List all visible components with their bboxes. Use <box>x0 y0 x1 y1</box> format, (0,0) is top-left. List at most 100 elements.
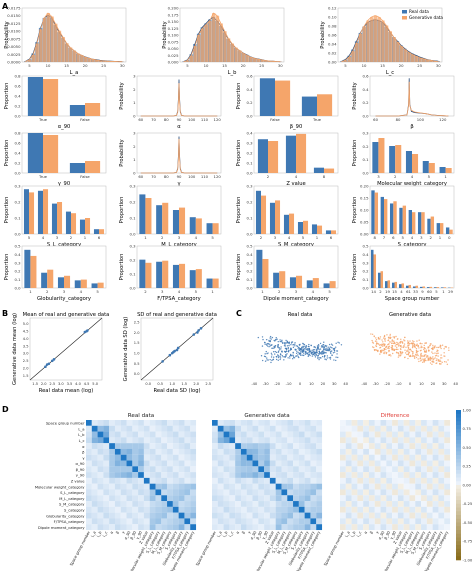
heatmap-cell <box>103 437 110 444</box>
heatmap-cell <box>345 495 352 502</box>
heatmap-cell <box>167 437 173 444</box>
cluster-point <box>411 342 414 345</box>
heatmap-cell <box>109 431 115 438</box>
cluster-point <box>297 354 299 356</box>
heatmap-cell <box>246 420 253 426</box>
heatmap-cell <box>310 512 317 519</box>
cluster-point <box>288 341 291 343</box>
heatmap-cell <box>444 431 451 438</box>
heatmap-cell <box>392 501 398 507</box>
heatmap-cell <box>316 512 323 519</box>
heatmap-cell <box>403 472 410 478</box>
heatmap-cell <box>155 472 162 478</box>
heatmap-cell <box>287 437 294 444</box>
cluster-point <box>270 356 273 358</box>
heatmap-cell <box>316 425 323 432</box>
heatmap-cell <box>212 506 218 513</box>
heatmap-cell <box>109 524 115 531</box>
cluster-point <box>338 342 340 344</box>
heatmap-cell <box>172 506 179 513</box>
cluster-point <box>408 348 410 351</box>
heatmap-cell <box>421 489 427 496</box>
heatmap-cell <box>426 437 433 444</box>
heatmap-cell <box>91 477 98 484</box>
heatmap-cell <box>240 425 247 432</box>
heatmap-cell <box>235 506 241 513</box>
heatmap-cell <box>190 524 197 531</box>
cluster-point <box>329 346 332 348</box>
heatmap-cell <box>86 512 92 519</box>
y-tick-label: 0.20 <box>360 184 369 189</box>
heatmap-cell <box>240 420 247 426</box>
heatmap-cell <box>229 477 236 484</box>
bar <box>91 283 98 288</box>
cluster-point <box>416 344 418 347</box>
heatmap-cell <box>287 472 294 478</box>
heatmap-cell <box>293 472 299 478</box>
heatmap-cell <box>97 512 104 519</box>
y-tick-label: 0.0 <box>129 286 136 291</box>
heatmap-cell <box>190 495 197 502</box>
heatmap-cell <box>397 512 404 519</box>
heatmap-cell <box>432 425 439 432</box>
cluster-point <box>266 352 268 355</box>
legend-swatch-real <box>402 10 407 14</box>
heatmap-cell <box>149 420 156 426</box>
x-axis-label: γ_90 <box>58 181 70 187</box>
x-tick-label: 100 <box>417 117 425 122</box>
x-tick-label: 90 <box>177 174 182 179</box>
cluster-point <box>334 347 336 350</box>
heatmap-cell <box>258 420 265 426</box>
heatmap-cell <box>235 512 241 519</box>
heatmap-cell <box>149 443 156 449</box>
heatmap-cell <box>287 466 294 473</box>
heatmap-cell <box>351 466 358 473</box>
cluster-point <box>426 356 428 358</box>
heatmap-cell <box>258 506 265 513</box>
bar <box>139 259 146 288</box>
heatmap-cell <box>223 460 230 467</box>
x-tick-label: -40 <box>251 382 258 386</box>
heatmap-cell <box>223 472 230 478</box>
heatmap-cell <box>392 431 398 438</box>
heatmap-cell <box>252 477 259 484</box>
heatmap-cell <box>149 501 156 507</box>
heatmap-cell <box>397 460 404 467</box>
y-axis-label: Proportion <box>236 254 242 281</box>
heatmap-cell <box>374 524 381 531</box>
heatmap-cell <box>217 477 224 484</box>
heatmap-cell <box>132 443 139 449</box>
heatmap-cell <box>409 495 416 502</box>
y-tick-label: 0.15 <box>360 196 369 201</box>
heatmap-cell <box>235 501 241 507</box>
heatmap-cell <box>345 437 352 444</box>
heatmap-cell <box>91 425 98 432</box>
heatmap-cell <box>258 437 265 444</box>
heatmap-cell <box>217 524 224 531</box>
heatmap-cell <box>275 460 282 467</box>
heatmap-cell <box>167 501 173 507</box>
heatmap-cell <box>138 431 144 438</box>
x-tick-label: 2.0 <box>193 382 199 386</box>
heatmap-cell <box>345 477 352 484</box>
bar <box>283 214 289 234</box>
bar <box>449 229 453 234</box>
heatmap-cell <box>91 472 98 478</box>
heatmap-cell <box>240 431 247 438</box>
heatmap-cell <box>229 506 236 513</box>
cluster-point <box>433 346 435 348</box>
heatmap-cell <box>91 448 98 455</box>
y-tick-label: 0 <box>133 114 136 119</box>
y-tick-label: 0.0075 <box>7 36 21 41</box>
heatmap-cell <box>190 477 197 484</box>
heatmap-cell <box>103 506 110 513</box>
cluster-point <box>304 346 307 348</box>
y-tick-label: 2 <box>133 144 136 149</box>
heatmap-cell <box>287 489 294 496</box>
x-tick-label: 6 <box>98 235 101 240</box>
hist-bar <box>370 17 374 62</box>
cluster-point <box>437 346 440 349</box>
y-axis-label: Proportion <box>4 254 10 281</box>
colorbar-tick-label: 0.50 <box>463 445 472 450</box>
